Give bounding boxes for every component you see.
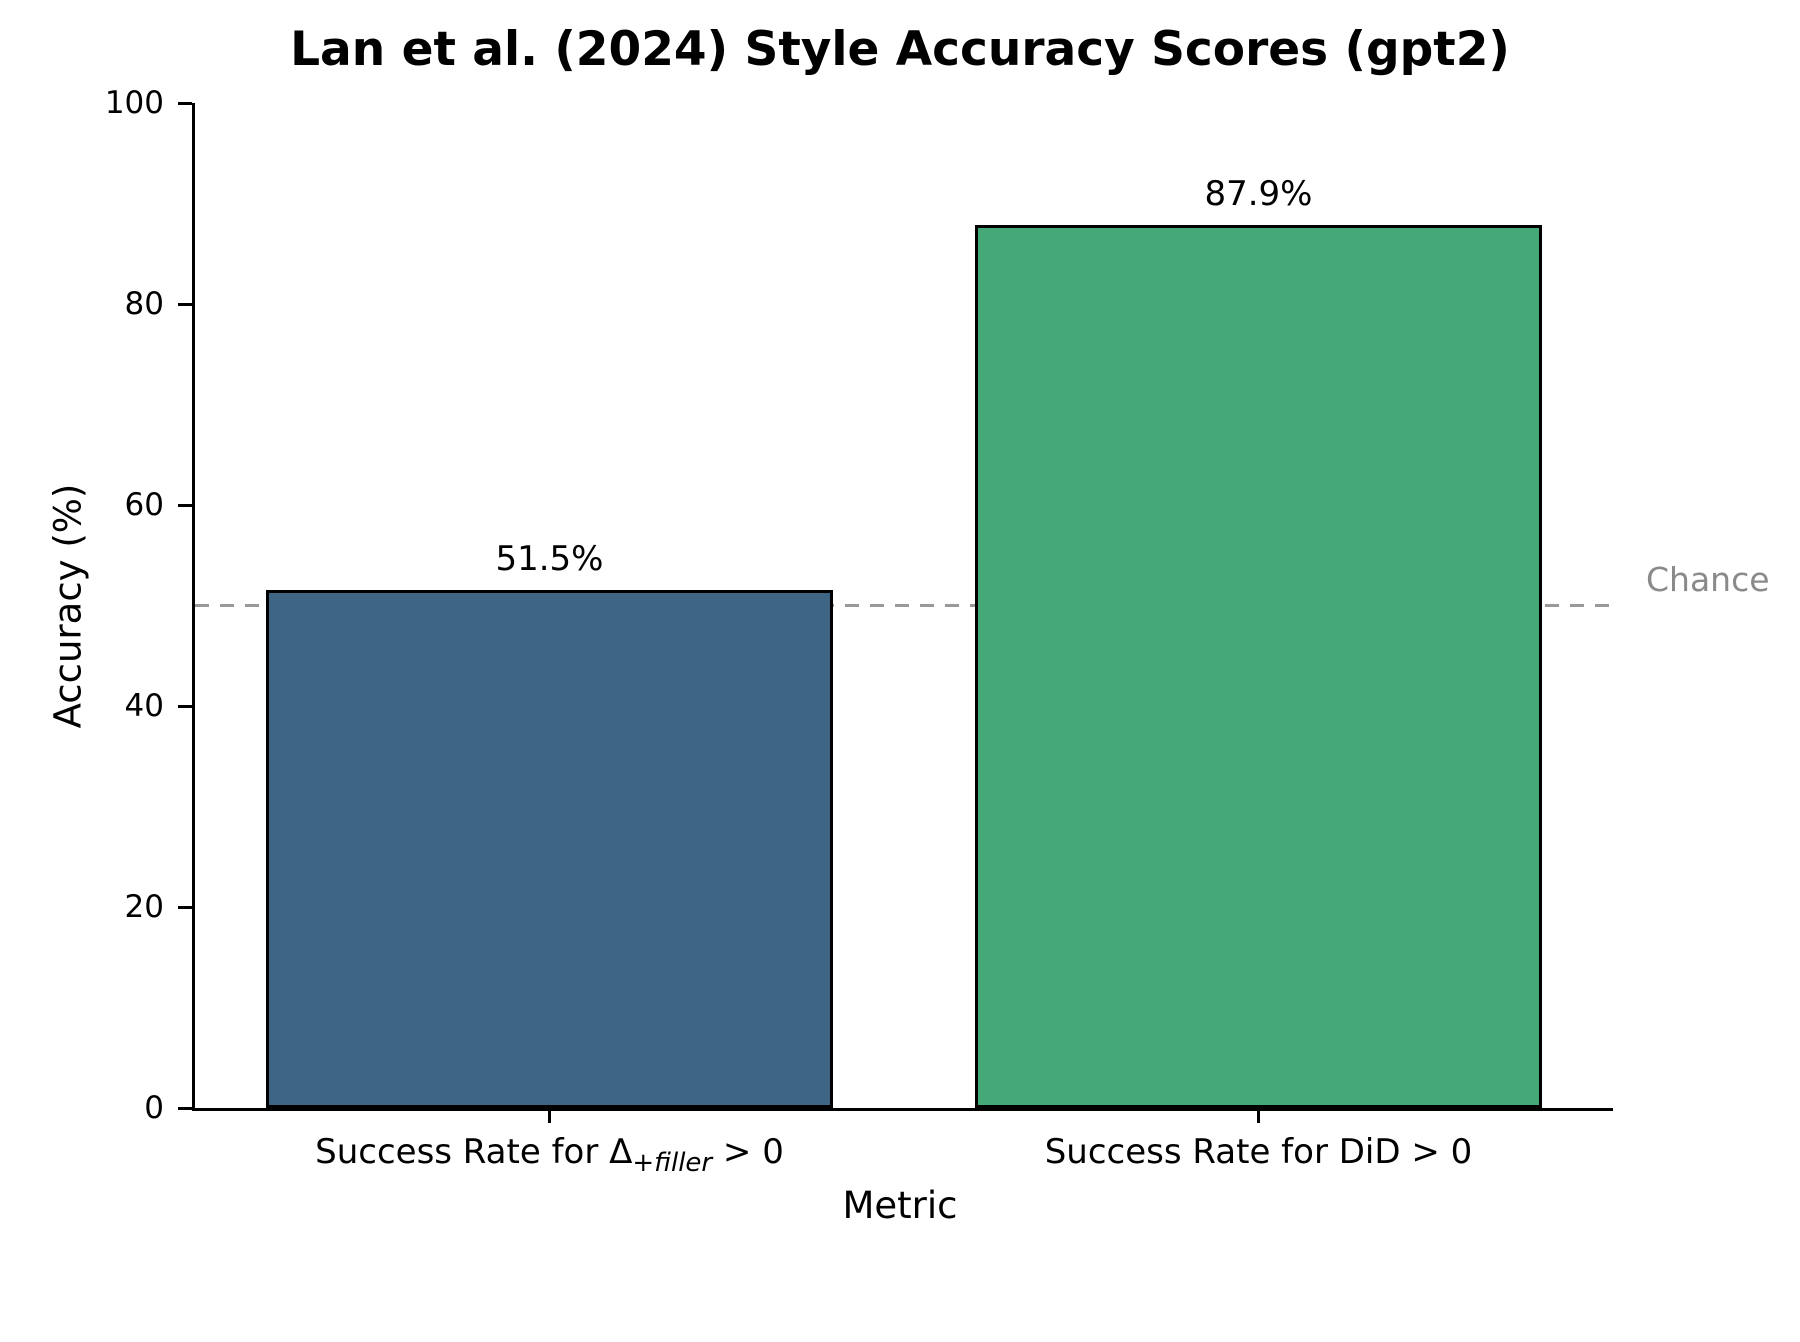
y-tick-label: 0 [144,1090,164,1126]
y-tick-mark [178,503,192,507]
y-tick-mark [178,101,192,105]
x-tick-subscript: +filler [632,1148,712,1178]
y-tick-mark [178,905,192,909]
x-tick-subscript-text: +filler [632,1147,713,1178]
x-tick-text: Success Rate for DiD > 0 [1044,1132,1473,1172]
x-axis-spine [192,1108,1613,1111]
x-axis-label: Metric [842,1184,958,1227]
x-tick-mark [548,1111,551,1123]
y-tick-mark [178,704,192,708]
chance-label: Chance [1646,560,1770,599]
y-tick-label: 40 [124,688,164,724]
chart-title: Lan et al. (2024) Style Accuracy Scores … [290,22,1510,77]
y-tick-label: 20 [124,889,164,925]
x-tick-text: > 0 [712,1132,784,1172]
x-tick-mark [1257,1111,1260,1123]
y-axis-spine [192,103,195,1111]
chance-reference-line [195,604,1613,607]
bar-value-label: 51.5% [495,539,604,580]
bar-value-label: 87.9% [1204,173,1313,214]
bar-did[interactable]: 87.9% [974,174,1543,1108]
x-tick-label-delta-filler: Success Rate for Δ+filler > 0 [315,1132,784,1176]
bar-delta-filler[interactable]: 51.5% [265,539,834,1108]
y-tick-mark [178,1106,192,1110]
y-tick-label: 100 [104,85,164,121]
y-tick-label: 60 [124,487,164,523]
x-tick-text: Success Rate for Δ [315,1132,633,1172]
x-tick-label-did: Success Rate for DiD > 0 [1045,1132,1473,1172]
y-tick-label: 80 [124,286,164,322]
y-tick-mark [178,302,192,306]
plot-area: 51.5% 87.9% [195,103,1613,1108]
